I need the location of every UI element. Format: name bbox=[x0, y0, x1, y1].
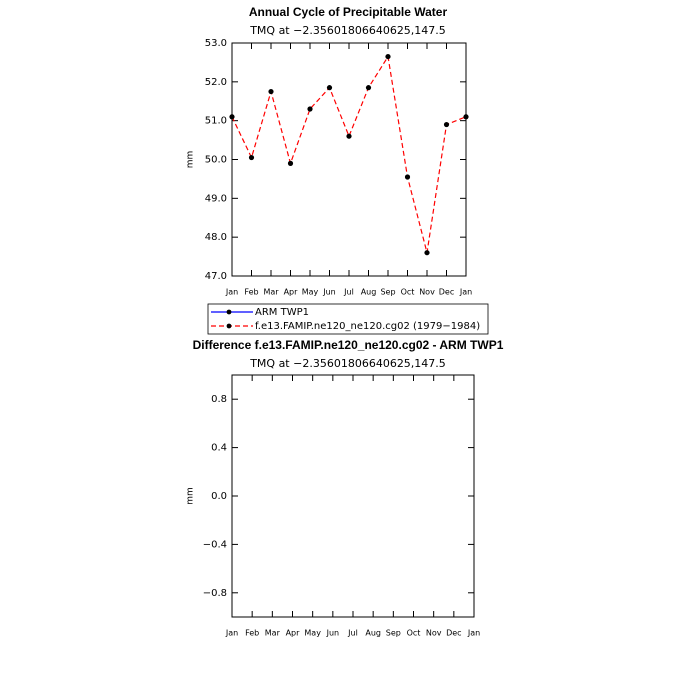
chart-title: Annual Cycle of Precipitable Water bbox=[249, 5, 448, 19]
legend-label: f.e13.FAMIP.ne120_ne120.cg02 (1979−1984) bbox=[255, 321, 480, 332]
y-tick-label: −0.4 bbox=[203, 539, 227, 550]
chart-title: Difference f.e13.FAMIP.ne120_ne120.cg02 … bbox=[193, 338, 504, 352]
x-tick-label: Oct bbox=[407, 629, 421, 638]
x-tick-label: Mar bbox=[263, 288, 279, 297]
data-point bbox=[346, 133, 352, 139]
legend-marker bbox=[226, 309, 232, 315]
data-point bbox=[326, 85, 333, 91]
x-tick-label: Jun bbox=[322, 288, 336, 297]
data-point bbox=[248, 154, 255, 161]
y-tick-label: 52.0 bbox=[205, 77, 227, 88]
data-point bbox=[365, 85, 372, 91]
x-tick-label: Jan bbox=[225, 288, 238, 297]
x-tick-label: Dec bbox=[446, 629, 461, 638]
y-tick-label: 50.0 bbox=[205, 155, 227, 166]
x-tick-label: Sep bbox=[380, 288, 395, 297]
y-axis-label: mm bbox=[186, 487, 196, 505]
x-tick-label: Jun bbox=[326, 629, 340, 638]
x-tick-label: Mar bbox=[265, 629, 281, 638]
data-point bbox=[463, 114, 469, 120]
y-tick-label: 48.0 bbox=[205, 232, 227, 243]
data-point bbox=[424, 250, 430, 256]
y-tick-label: −0.8 bbox=[203, 588, 227, 599]
x-tick-label: May bbox=[302, 288, 319, 297]
x-tick-label: Dec bbox=[439, 288, 454, 297]
y-tick-label: 49.0 bbox=[205, 193, 227, 204]
x-tick-label: Feb bbox=[244, 288, 258, 297]
x-tick-label: Aug bbox=[361, 288, 377, 297]
x-tick-label: Feb bbox=[245, 629, 259, 638]
y-tick-label: 51.0 bbox=[205, 116, 227, 127]
y-tick-label: 53.0 bbox=[205, 38, 227, 49]
data-point bbox=[404, 174, 411, 180]
x-tick-label: Jan bbox=[459, 288, 472, 297]
x-tick-label: Apr bbox=[284, 288, 299, 297]
x-tick-label: Sep bbox=[386, 629, 401, 638]
data-point bbox=[385, 53, 391, 60]
plot-frame bbox=[231, 42, 467, 277]
x-tick-label: Jul bbox=[347, 629, 358, 638]
x-tick-label: Oct bbox=[401, 288, 415, 297]
x-tick-label: Nov bbox=[419, 288, 435, 297]
legend-box bbox=[207, 303, 489, 335]
x-tick-label: Jul bbox=[343, 288, 354, 297]
y-axis-label: mm bbox=[186, 151, 196, 169]
plot-frame bbox=[231, 374, 475, 618]
x-tick-label: Nov bbox=[426, 629, 442, 638]
chart-subtitle: TMQ at −2.35601806640625,147.5 bbox=[249, 357, 446, 370]
data-point bbox=[443, 121, 450, 128]
x-tick-label: May bbox=[304, 629, 321, 638]
data-point bbox=[268, 88, 274, 95]
y-tick-label: 0.8 bbox=[211, 394, 227, 405]
x-tick-label: Jan bbox=[467, 629, 480, 638]
chart-subtitle: TMQ at −2.35601806640625,147.5 bbox=[249, 24, 446, 37]
series-line bbox=[231, 54, 467, 253]
x-tick-label: Jan bbox=[225, 629, 238, 638]
x-tick-label: Apr bbox=[286, 629, 301, 638]
x-tick-label: Aug bbox=[365, 629, 381, 638]
y-tick-label: 0.4 bbox=[211, 443, 227, 454]
legend-marker bbox=[226, 323, 232, 329]
y-tick-label: 0.0 bbox=[211, 491, 227, 502]
data-point bbox=[287, 160, 294, 166]
y-tick-label: 47.0 bbox=[205, 271, 227, 282]
data-point bbox=[307, 106, 313, 112]
legend-label: ARM TWP1 bbox=[255, 307, 309, 318]
data-point bbox=[229, 114, 235, 120]
